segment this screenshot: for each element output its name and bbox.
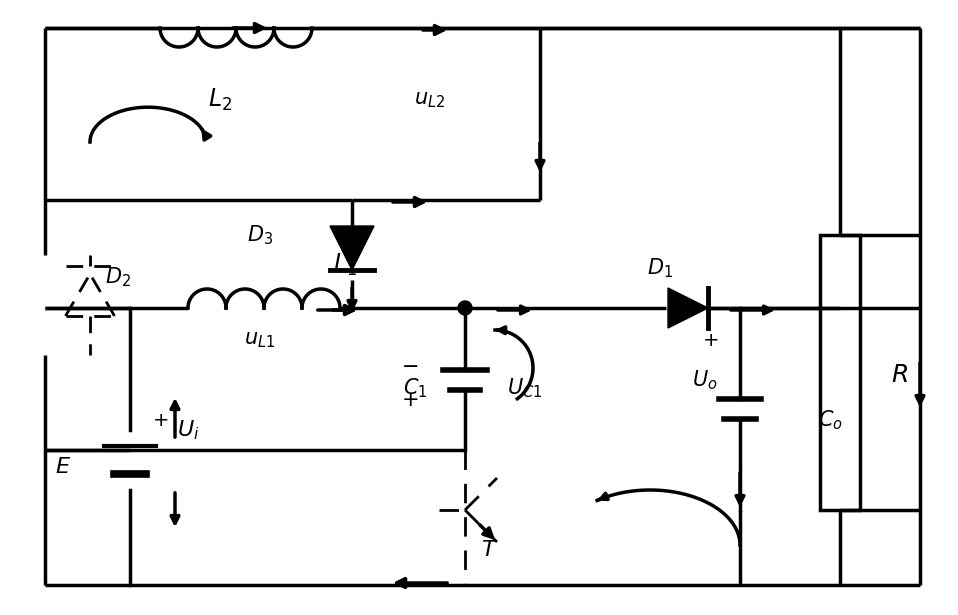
Text: $D_3$: $D_3$: [247, 223, 273, 247]
Circle shape: [458, 301, 472, 315]
Bar: [820, 235, 860, 510]
Text: $T$: $T$: [482, 540, 498, 560]
Text: $+$: $+$: [702, 330, 718, 349]
Text: $C_1$: $C_1$: [402, 376, 427, 400]
Text: $u_{L2}$: $u_{L2}$: [415, 90, 445, 110]
Text: $U_{C1}$: $U_{C1}$: [508, 376, 542, 400]
Polygon shape: [330, 226, 374, 270]
Text: $L_1$: $L_1$: [333, 252, 357, 278]
Text: $u_{L1}$: $u_{L1}$: [244, 330, 276, 350]
Text: $U_i$: $U_i$: [176, 418, 199, 442]
Text: $R$: $R$: [892, 363, 908, 387]
Text: $U_o$: $U_o$: [693, 368, 718, 392]
Text: $+$: $+$: [151, 410, 169, 429]
Text: $C_o$: $C_o$: [817, 408, 842, 432]
Text: $-$: $-$: [401, 355, 419, 375]
Text: $D_1$: $D_1$: [647, 256, 673, 280]
Polygon shape: [668, 288, 708, 328]
Text: $E$: $E$: [55, 457, 71, 477]
Text: $+$: $+$: [401, 390, 419, 410]
Text: $L_2$: $L_2$: [208, 87, 232, 113]
Text: $D_2$: $D_2$: [105, 265, 131, 289]
